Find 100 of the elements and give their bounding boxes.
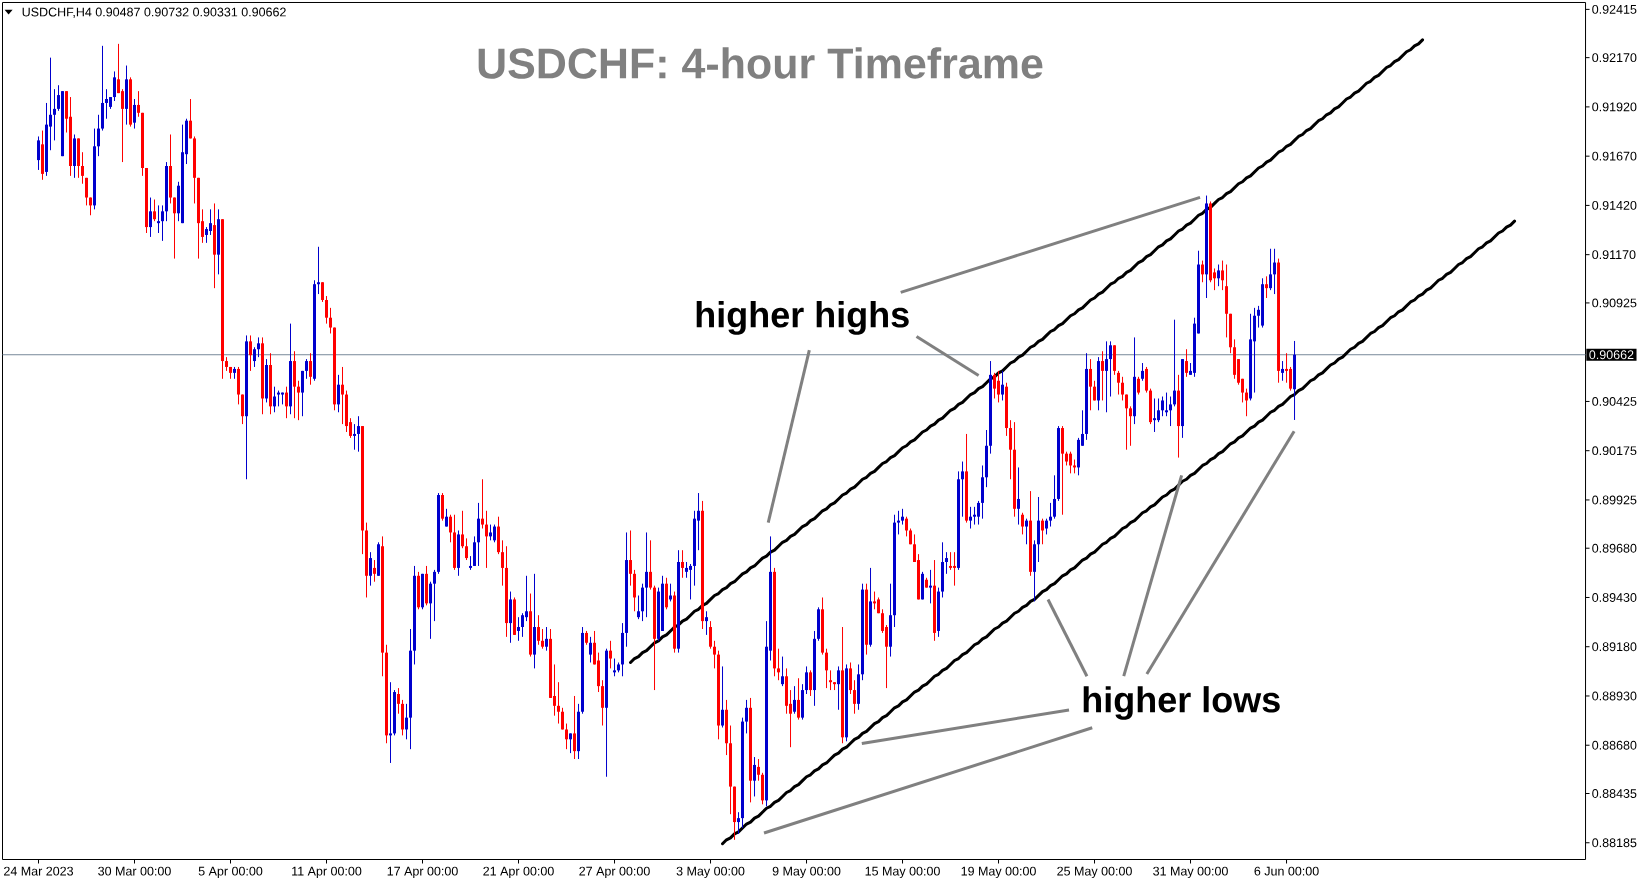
candlestick bbox=[953, 551, 957, 587]
candlestick bbox=[1289, 366, 1293, 392]
candlestick bbox=[629, 529, 633, 587]
candlestick bbox=[849, 661, 853, 695]
candlestick bbox=[85, 177, 88, 206]
candlestick bbox=[1037, 496, 1041, 563]
candlestick bbox=[53, 88, 56, 141]
candlestick bbox=[37, 135, 40, 171]
candlestick bbox=[721, 665, 725, 728]
candlestick bbox=[257, 336, 261, 358]
candlestick bbox=[713, 640, 717, 669]
candlestick bbox=[541, 628, 545, 650]
candlestick bbox=[1125, 394, 1129, 451]
y-tick-label: 0.92415 bbox=[1592, 4, 1637, 14]
candlestick bbox=[353, 423, 357, 451]
candlestick bbox=[1201, 260, 1205, 283]
candlestick bbox=[737, 811, 741, 835]
candlestick bbox=[189, 98, 192, 139]
candlestick bbox=[689, 563, 693, 600]
candlestick bbox=[1105, 340, 1109, 413]
candlestick bbox=[837, 665, 841, 711]
candlestick bbox=[1017, 466, 1021, 526]
candlestick bbox=[481, 478, 485, 530]
candlestick bbox=[853, 679, 857, 715]
candlestick bbox=[961, 461, 965, 518]
candlestick bbox=[1169, 396, 1173, 427]
candlestick bbox=[1173, 319, 1177, 407]
x-tick-label: 31 May 00:00 bbox=[1153, 866, 1228, 879]
candlestick bbox=[449, 514, 453, 543]
y-tick-label: 0.88435 bbox=[1592, 789, 1637, 798]
x-tick-label: 3 May 00:00 bbox=[676, 866, 745, 879]
candlestick bbox=[433, 569, 437, 622]
candlestick bbox=[1129, 405, 1133, 447]
candlestick bbox=[1161, 396, 1165, 417]
candlestick bbox=[1001, 370, 1005, 401]
text: USDCHF: 4-hour Timeframe bbox=[478, 47, 1043, 79]
candlestick bbox=[1049, 502, 1053, 528]
candlestick bbox=[161, 204, 164, 242]
candlestick bbox=[517, 616, 521, 642]
y-tick-label: 0.88680 bbox=[1592, 740, 1637, 750]
annotation: higher highs bbox=[696, 301, 909, 335]
candlestick bbox=[329, 307, 333, 334]
candlestick bbox=[173, 197, 176, 260]
candlestick bbox=[113, 70, 116, 102]
candlestick bbox=[501, 539, 505, 587]
candlestick bbox=[1269, 248, 1273, 291]
candlestick bbox=[709, 620, 713, 650]
x-tick-label: 19 May 00:00 bbox=[961, 866, 1036, 879]
candlestick bbox=[633, 569, 637, 612]
candlestick bbox=[905, 516, 909, 537]
candlestick bbox=[1221, 260, 1225, 291]
candlestick bbox=[809, 669, 813, 697]
candlestick bbox=[1117, 370, 1121, 396]
x-tick-label: 24 Mar 2023 bbox=[4, 866, 74, 876]
candlestick bbox=[781, 656, 785, 687]
x-tick-label: 9 May 00:00 bbox=[772, 866, 841, 879]
candlestick bbox=[637, 595, 641, 620]
y-tick-label: 0.89430 bbox=[1592, 593, 1637, 602]
candlestick bbox=[601, 679, 605, 727]
candlestick bbox=[589, 636, 593, 663]
candlestick bbox=[777, 648, 781, 681]
candlestick bbox=[153, 199, 156, 222]
candlestick bbox=[133, 98, 136, 130]
candlestick bbox=[1053, 474, 1057, 520]
ref-line-label: 0.90662 bbox=[1589, 350, 1634, 360]
y-tick-label: 0.92170 bbox=[1592, 53, 1637, 63]
candlestick bbox=[929, 569, 933, 604]
candlestick bbox=[465, 537, 469, 561]
y-tick-label: 0.90175 bbox=[1592, 446, 1637, 456]
candlestick bbox=[1101, 350, 1105, 401]
candlestick bbox=[441, 492, 445, 522]
candlestick bbox=[157, 204, 160, 234]
candlestick bbox=[149, 197, 152, 238]
candlestick bbox=[649, 539, 653, 591]
y-tick-label: 0.91670 bbox=[1592, 151, 1637, 161]
candlestick bbox=[1273, 248, 1277, 295]
candlestick bbox=[405, 703, 409, 740]
y-tick-label: 0.90925 bbox=[1592, 298, 1637, 308]
x-tick-label: 11 Apr 00:00 bbox=[292, 866, 362, 879]
y-tick-label: 0.91920 bbox=[1592, 102, 1637, 112]
y-tick-label: 0.89925 bbox=[1592, 495, 1637, 505]
candlestick bbox=[341, 366, 345, 425]
x-tick-label: 6 Jun 00:00 bbox=[1254, 866, 1319, 876]
candlestick bbox=[805, 665, 809, 695]
candlestick bbox=[1265, 275, 1269, 299]
candlestick bbox=[537, 614, 541, 646]
candlestick bbox=[645, 531, 649, 618]
candlestick bbox=[285, 386, 289, 419]
candlestick bbox=[1153, 397, 1157, 433]
candlestick bbox=[569, 732, 573, 754]
candlestick bbox=[429, 581, 433, 640]
candlestick bbox=[325, 295, 329, 325]
x-tick-label: 30 Mar 00:00 bbox=[98, 866, 171, 876]
candlestick bbox=[321, 281, 325, 303]
candlestick bbox=[705, 610, 709, 636]
candlestick bbox=[301, 370, 305, 417]
candlestick bbox=[609, 640, 613, 669]
candlestick bbox=[253, 346, 257, 368]
candlestick bbox=[1021, 512, 1025, 535]
candlestick bbox=[557, 681, 561, 725]
